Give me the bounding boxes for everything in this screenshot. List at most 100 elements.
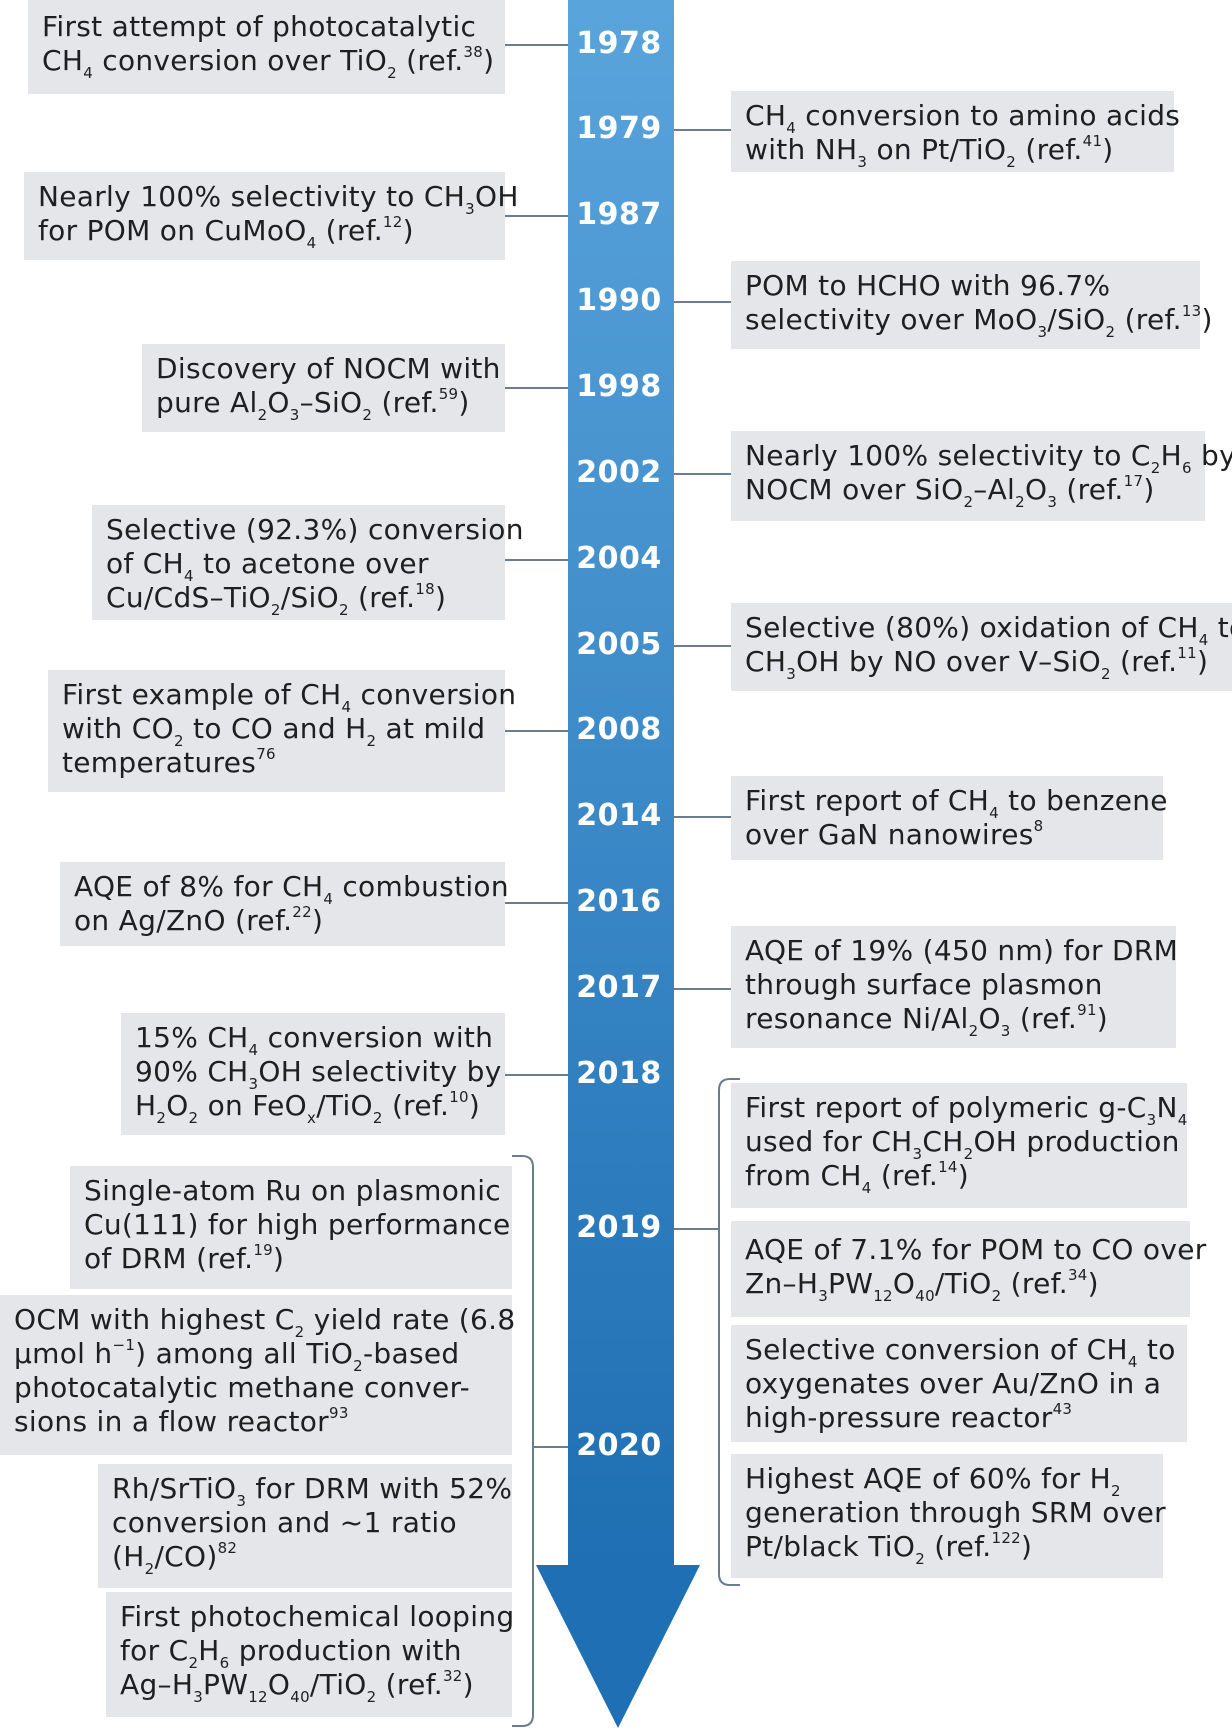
text-segment: CH bbox=[42, 44, 84, 77]
event-text-line: sions in a flow reactor93 bbox=[14, 1405, 498, 1439]
timeline-arrowhead bbox=[536, 1565, 700, 1728]
subscript: 3 bbox=[193, 1688, 204, 1706]
event-box-2016: AQE of 8% for CH4 combustion on Ag/ZnO (r… bbox=[60, 862, 509, 946]
text-segment: /CO) bbox=[154, 1540, 218, 1573]
text-segment: to CO and H bbox=[183, 712, 367, 745]
event-text-line: POM to HCHO with 96.7% bbox=[745, 269, 1186, 303]
subscript: 2 bbox=[362, 406, 373, 424]
reference-superscript: 32 bbox=[442, 1667, 463, 1685]
text-segment: First example of CH bbox=[62, 678, 342, 711]
text-segment: /TiO bbox=[309, 1668, 367, 1701]
event-text-line: with NH3 on Pt/TiO2 (ref.41) bbox=[745, 132, 1160, 170]
subscript: 3 bbox=[1037, 323, 1048, 341]
subscript: 4 bbox=[341, 698, 352, 716]
event-box-2005: Selective (80%) oxidation of CH4 toCH3OH… bbox=[731, 603, 1232, 691]
reference-superscript: 34 bbox=[1067, 1266, 1088, 1284]
event-text-line: H2O2 on FeOx/TiO2 (ref.10) bbox=[135, 1089, 491, 1126]
text-segment: Discovery of NOCM with bbox=[156, 352, 501, 385]
text-segment: /SiO bbox=[280, 581, 339, 614]
event-text-line: AQE of 19% (450 nm) for DRM bbox=[745, 934, 1178, 968]
event-text-line: Pt/black TiO2 (ref.122) bbox=[745, 1529, 1149, 1567]
text-segment: CH bbox=[745, 645, 787, 678]
text-segment: /SiO bbox=[1047, 303, 1106, 336]
text-segment: –Al bbox=[973, 473, 1016, 506]
text-segment: ) bbox=[1196, 645, 1209, 678]
reference-superscript: 122 bbox=[991, 1529, 1022, 1547]
reference-superscript: 91 bbox=[1077, 1001, 1097, 1019]
text-segment: Selective conversion of CH bbox=[745, 1333, 1128, 1366]
subscript: 40 bbox=[290, 1688, 310, 1706]
event-text-line: for POM on CuMoO4 (ref.12) bbox=[38, 214, 491, 251]
subscript: 2 bbox=[1015, 493, 1025, 511]
year-label-2008: 2008 bbox=[576, 712, 662, 747]
reference-superscript: 41 bbox=[1082, 132, 1103, 150]
event-text-line: Selective conversion of CH4 to bbox=[745, 1333, 1176, 1370]
subscript: 2 bbox=[294, 1323, 305, 1341]
subscript: 2 bbox=[338, 601, 349, 619]
event-text-line: Zn–H3PW12O40/TiO2 (ref.34) bbox=[745, 1266, 1176, 1304]
text-segment: PW bbox=[203, 1668, 249, 1701]
text-segment: ) bbox=[1021, 1530, 1033, 1563]
text-segment: to bbox=[1137, 1333, 1176, 1366]
text-segment: CH bbox=[922, 1125, 964, 1158]
event-text-line: First attempt of photocatalytic bbox=[42, 10, 491, 44]
subscript: 3 bbox=[786, 665, 797, 683]
event-text-line: on Ag/ZnO (ref.22) bbox=[74, 904, 491, 938]
event-box-2004: Selective (92.3%) conversion of CH4 to ac… bbox=[92, 505, 523, 620]
reference-superscript: 13 bbox=[1181, 302, 1202, 320]
text-segment: production with bbox=[229, 1634, 462, 1667]
text-segment: conversion and ~1 ratio bbox=[112, 1506, 457, 1539]
year-label-2014: 2014 bbox=[576, 798, 662, 833]
text-segment: OH selectivity by bbox=[258, 1055, 502, 1088]
text-segment: over GaN nanowires bbox=[745, 818, 1034, 851]
subscript: 2 bbox=[1150, 459, 1161, 477]
subscript: 2 bbox=[387, 64, 397, 82]
text-segment: on Ag/ZnO (ref. bbox=[74, 904, 293, 937]
text-segment: conversion to amino acids bbox=[796, 99, 1181, 132]
event-box-2020-c: Rh/SrTiO3 for DRM with 52% conversion and… bbox=[98, 1464, 512, 1588]
event-text-line: CH3OH by NO over V–SiO2 (ref.11) bbox=[745, 645, 1218, 682]
text-segment: yield rate (6.8 bbox=[304, 1303, 516, 1336]
text-segment: on Pt/TiO bbox=[867, 133, 1007, 166]
subscript: 4 bbox=[786, 119, 797, 137]
text-segment: ) bbox=[462, 1668, 474, 1701]
text-segment: to benzene bbox=[998, 784, 1168, 817]
text-segment: O bbox=[892, 1267, 916, 1300]
subscript: 3 bbox=[1000, 1022, 1011, 1040]
subscript: 2 bbox=[270, 601, 281, 619]
event-text-line: Single-atom Ru on plasmonic bbox=[84, 1174, 501, 1208]
text-segment: ) bbox=[311, 904, 324, 937]
reference-superscript: 59 bbox=[438, 385, 459, 403]
text-segment: Selective (80%) oxidation of CH bbox=[745, 611, 1199, 644]
subscript: 6 bbox=[219, 1654, 230, 1672]
event-box-2019-c: Selective conversion of CH4 to oxygenates… bbox=[731, 1325, 1187, 1442]
event-text-line: Selective (80%) oxidation of CH4 to bbox=[745, 611, 1232, 648]
event-box-2018: 15% CH4 conversion with 90% CH3OH selecti… bbox=[121, 1013, 505, 1135]
event-box-1987: Nearly 100% selectivity to CH3OH for POM … bbox=[24, 172, 518, 260]
text-segment: conversion over TiO bbox=[93, 44, 388, 77]
subscript: 4 bbox=[248, 1041, 259, 1059]
event-text-line: temperatures76 bbox=[62, 746, 491, 780]
text-segment: 90% CH bbox=[135, 1055, 249, 1088]
event-text-line: pure Al2O3–SiO2 (ref.59) bbox=[156, 385, 491, 423]
text-segment: First report of polymeric g-C bbox=[745, 1091, 1147, 1124]
text-segment: conversion with bbox=[258, 1021, 494, 1054]
text-segment: ) bbox=[1096, 1002, 1109, 1035]
event-text-line: of CH4 to acetone over bbox=[106, 547, 491, 584]
year-label-1979: 1979 bbox=[576, 111, 662, 146]
subscript: 3 bbox=[857, 153, 868, 171]
reference-superscript: 93 bbox=[328, 1404, 349, 1422]
event-text-line: conversion and ~1 ratio bbox=[112, 1506, 498, 1540]
event-text-line: Cu(111) for high performance bbox=[84, 1208, 510, 1242]
text-segment: photocatalytic methane conver- bbox=[14, 1371, 471, 1404]
subscript: 6 bbox=[1181, 459, 1192, 477]
event-text-line: Ag–H3PW12O40/TiO2 (ref.32) bbox=[120, 1667, 498, 1705]
event-box-2019-b: AQE of 7.1% for POM to CO over Zn–H3PW12O… bbox=[731, 1221, 1206, 1317]
subscript: 4 bbox=[184, 567, 194, 585]
event-text-line: First photochemical looping bbox=[120, 1600, 514, 1634]
subscript: 12 bbox=[873, 1287, 893, 1305]
event-text-line: resonance Ni/Al2O3 (ref.91) bbox=[745, 1001, 1162, 1039]
text-segment: ) bbox=[1102, 133, 1114, 166]
event-text-line: Nearly 100% selectivity to C2H6 by bbox=[745, 439, 1232, 476]
event-text-line: Discovery of NOCM with bbox=[156, 352, 500, 386]
